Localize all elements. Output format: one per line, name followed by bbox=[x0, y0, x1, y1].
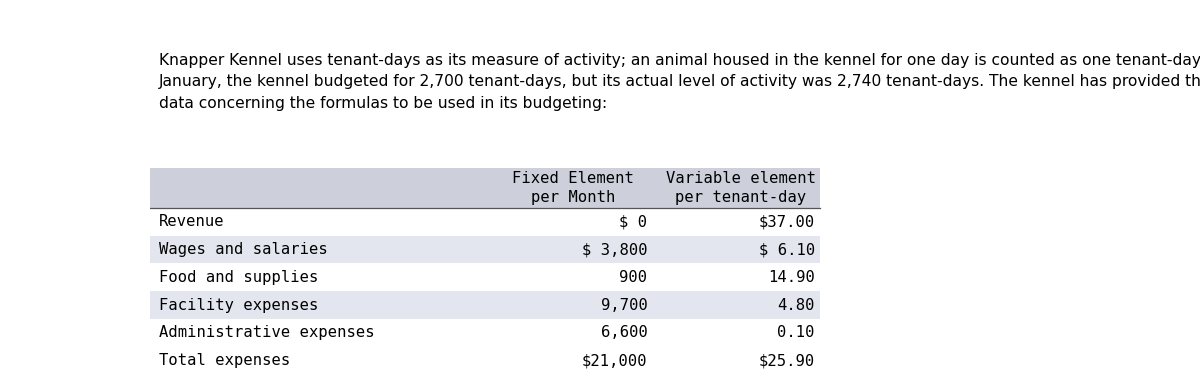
Text: Fixed Element
per Month: Fixed Element per Month bbox=[512, 171, 634, 205]
Text: $ 6.10: $ 6.10 bbox=[758, 242, 815, 257]
Text: $37.00: $37.00 bbox=[758, 214, 815, 229]
Text: Food and supplies: Food and supplies bbox=[160, 270, 319, 285]
Text: 6,600: 6,600 bbox=[601, 326, 648, 340]
Text: Total expenses: Total expenses bbox=[160, 353, 290, 368]
Text: $21,000: $21,000 bbox=[582, 353, 648, 368]
Text: 14.90: 14.90 bbox=[768, 270, 815, 285]
Text: Administrative expenses: Administrative expenses bbox=[160, 326, 374, 340]
Bar bbox=[150, 291, 820, 319]
Text: Facility expenses: Facility expenses bbox=[160, 298, 319, 313]
Text: $ 3,800: $ 3,800 bbox=[582, 242, 648, 257]
Text: 9,700: 9,700 bbox=[601, 298, 648, 313]
Text: $25.90: $25.90 bbox=[758, 353, 815, 368]
Bar bbox=[150, 208, 820, 236]
Text: 0.10: 0.10 bbox=[778, 326, 815, 340]
Text: 900: 900 bbox=[619, 270, 648, 285]
Text: Wages and salaries: Wages and salaries bbox=[160, 242, 328, 257]
Text: Revenue: Revenue bbox=[160, 214, 224, 229]
Text: Knapper Kennel uses tenant-days as its measure of activity; an animal housed in : Knapper Kennel uses tenant-days as its m… bbox=[160, 52, 1200, 111]
Text: $ 0: $ 0 bbox=[619, 214, 648, 229]
Bar bbox=[150, 319, 820, 347]
Bar bbox=[150, 263, 820, 291]
Bar bbox=[150, 347, 820, 374]
Bar bbox=[150, 236, 820, 263]
Text: Variable element
per tenant-day: Variable element per tenant-day bbox=[666, 171, 816, 205]
Text: 4.80: 4.80 bbox=[778, 298, 815, 313]
